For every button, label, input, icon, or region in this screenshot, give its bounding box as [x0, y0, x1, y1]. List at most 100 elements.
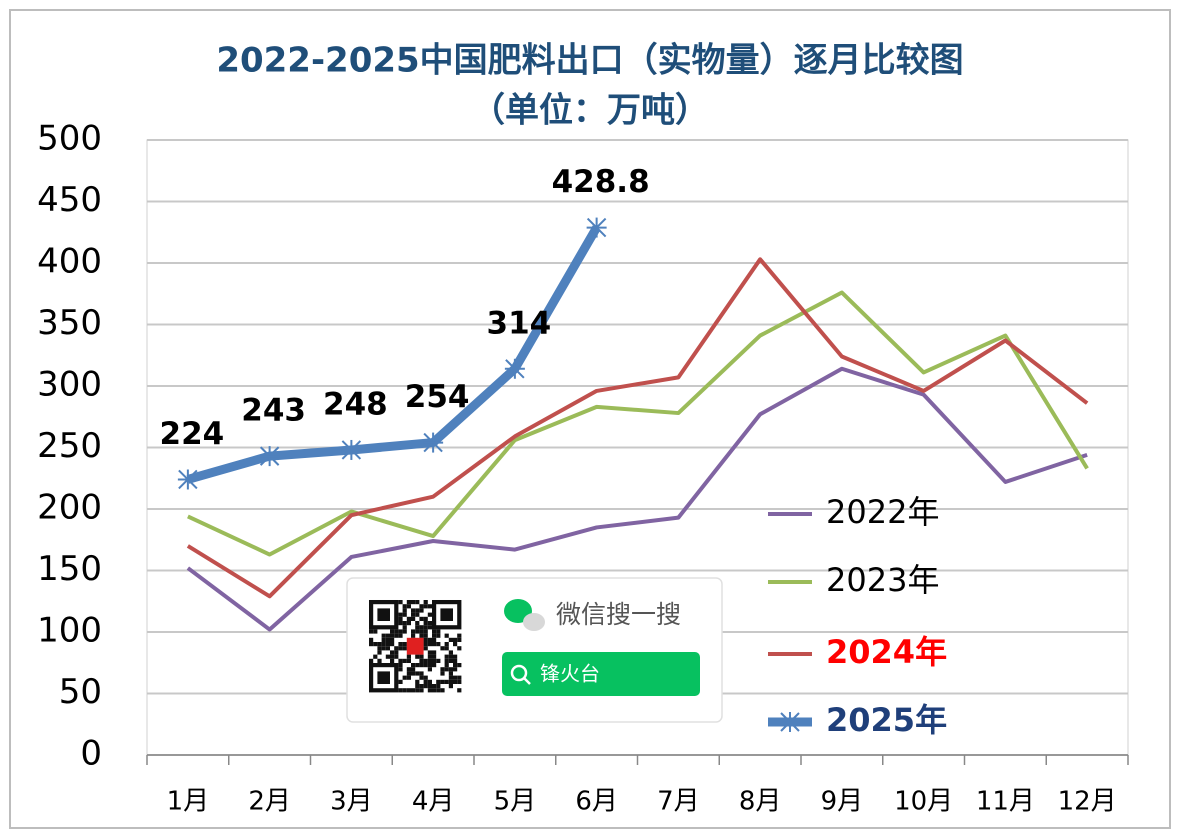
x-tick-label: 1月: [167, 787, 210, 817]
qr-cell: [457, 646, 462, 651]
y-tick-label: 150: [37, 549, 102, 589]
qr-cell: [453, 679, 458, 684]
qr-cell: [423, 675, 428, 680]
qr-cell: [411, 616, 416, 621]
qr-cell: [411, 608, 416, 613]
search-button[interactable]: [502, 652, 700, 696]
qr-cell: [427, 650, 432, 655]
qr-cell: [457, 637, 462, 642]
qr-cell: [390, 629, 395, 634]
qr-cell: [444, 679, 449, 684]
qr-cell: [406, 621, 411, 626]
qr-cell: [398, 679, 403, 684]
qr-cell: [436, 633, 441, 638]
qr-cell: [390, 633, 395, 638]
qr-cell: [427, 612, 432, 617]
qr-finder: [432, 599, 462, 630]
qr-cell: [448, 667, 453, 672]
qr-cell: [402, 621, 407, 626]
qr-cell: [423, 629, 428, 634]
qr-cell: [402, 629, 407, 634]
plot-area: 0 50 100 150 200 250 300 350 400 450 500 1月 2月 3月 4月 5月…: [37, 119, 1129, 817]
y-tick-label: 0: [80, 734, 102, 774]
qr-cell: [448, 675, 453, 680]
qr-cell: [406, 616, 411, 621]
qr-cell: [423, 679, 428, 684]
qr-cell: [423, 633, 428, 638]
qr-cell: [427, 667, 432, 672]
data-label: 254: [405, 379, 470, 415]
qr-cell: [402, 604, 407, 609]
qr-cell: [385, 642, 390, 647]
qr-cell: [444, 642, 449, 647]
qr-cell: [427, 621, 432, 626]
data-label: 248: [323, 386, 388, 422]
qr-cell: [432, 637, 437, 642]
qr-cell: [440, 679, 445, 684]
qr-cell: [432, 642, 437, 647]
qr-cell: [419, 663, 424, 668]
qr-cell: [381, 642, 386, 647]
qr-cell: [398, 642, 403, 647]
qr-cell: [432, 688, 437, 693]
x-tick-label: 10月: [894, 787, 953, 817]
qr-cell: [423, 658, 428, 663]
y-tick-label: 350: [37, 303, 102, 343]
legend-label: 2022年: [826, 493, 939, 531]
qr-cell: [436, 688, 441, 693]
wechat-card: 微信搜一搜 锋火台: [346, 577, 723, 723]
x-tick-label: 11月: [976, 787, 1035, 817]
qr-cell: [427, 642, 432, 647]
qr-cell: [415, 608, 420, 613]
qr-cell: [419, 684, 424, 689]
x-tick-label: 7月: [657, 787, 700, 817]
qr-cell: [390, 654, 395, 659]
data-marker: [504, 358, 525, 379]
data-marker: [341, 439, 362, 460]
y-tick-label: 200: [37, 488, 102, 528]
qr-finder: [440, 608, 453, 621]
qr-cell: [390, 642, 395, 647]
legend-label: 2024年: [826, 633, 947, 671]
qr-cell: [402, 646, 407, 651]
qr-cell: [432, 650, 437, 655]
qr-cell: [419, 688, 424, 693]
qr-cell: [402, 612, 407, 617]
qr-cell: [398, 621, 403, 626]
qr-cell: [453, 654, 458, 659]
search-icon: [523, 677, 531, 685]
qr-cell: [373, 654, 378, 659]
qr-cell: [423, 616, 428, 621]
qr-cell: [440, 646, 445, 651]
qr-cell: [427, 684, 432, 689]
chart-title: 2022-2025中国肥料出口（实物量）逐月比较图: [216, 41, 963, 81]
qr-cell: [427, 663, 432, 668]
qr-cell: [385, 633, 390, 638]
qr-cell: [440, 688, 445, 693]
qr-cell: [453, 658, 458, 663]
qr-cell: [423, 684, 428, 689]
search-icon: [510, 664, 528, 682]
qr-cell: [398, 600, 403, 605]
qr-code: [369, 599, 462, 693]
qr-cell: [448, 658, 453, 663]
data-label: 314: [487, 305, 552, 341]
qr-cell: [448, 679, 453, 684]
qr-cell: [398, 612, 403, 617]
qr-finder: [377, 671, 390, 684]
qr-cell: [427, 688, 432, 693]
qr-cell: [377, 658, 382, 663]
qr-cell: [436, 658, 441, 663]
qr-cell: [419, 671, 424, 676]
legend-label: 2025年: [826, 701, 947, 739]
qr-cell: [406, 671, 411, 676]
qr-cell: [406, 667, 411, 672]
qr-cell: [427, 679, 432, 684]
qr-finder: [369, 599, 399, 630]
qr-cell: [423, 604, 428, 609]
card-label: 微信搜一搜: [556, 600, 681, 629]
qr-cell: [415, 663, 420, 668]
qr-cell: [457, 633, 462, 638]
qr-cell: [432, 663, 437, 668]
qr-cell: [398, 629, 403, 634]
